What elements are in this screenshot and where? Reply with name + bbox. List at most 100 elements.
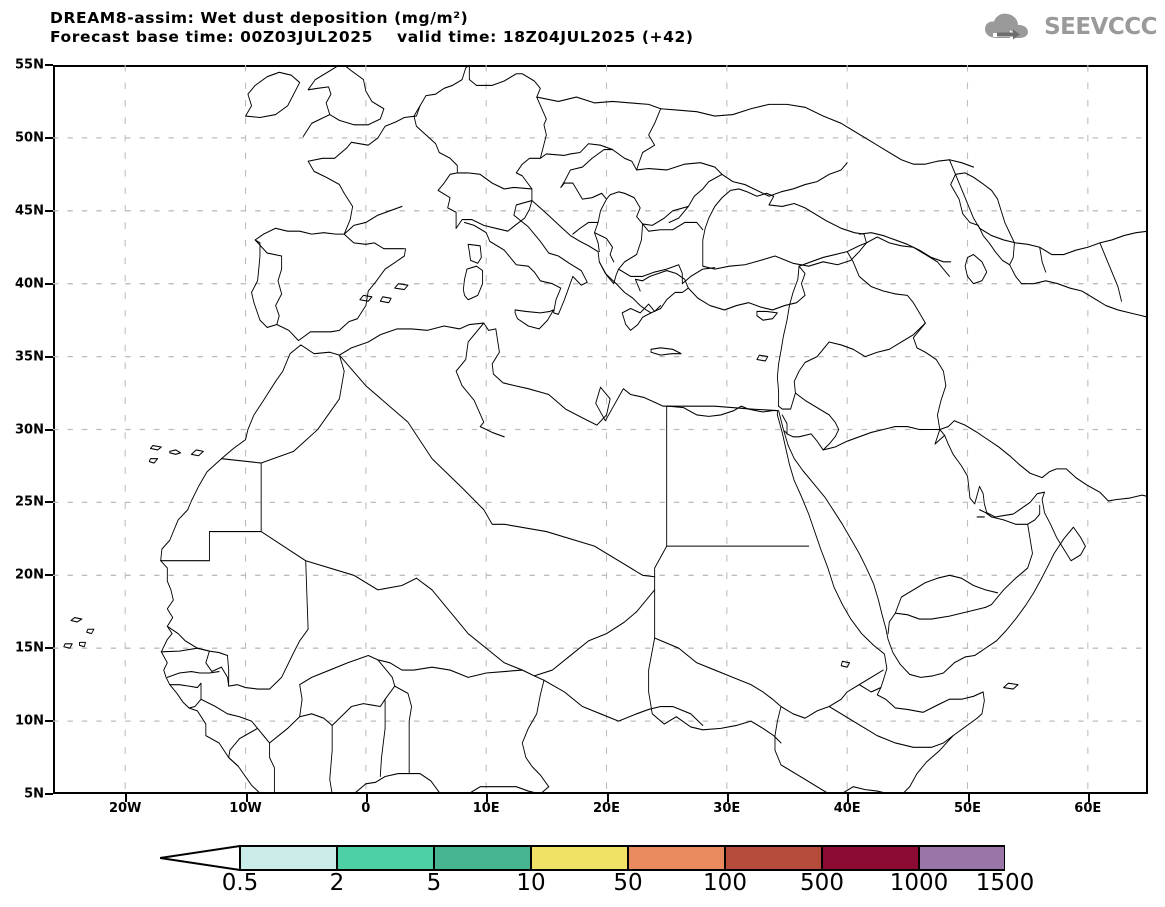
border-yemen-saudi bbox=[887, 606, 987, 635]
title-block: DREAM8-assim: Wet dust deposition (mg/m²… bbox=[50, 9, 950, 47]
map-geography bbox=[63, 65, 1148, 794]
colorbar-label-1: 2 bbox=[329, 870, 345, 896]
colorbar-bin-4 bbox=[627, 845, 726, 871]
border-macedonia-albania bbox=[598, 223, 644, 285]
tick-y-30n bbox=[45, 428, 53, 431]
border-sierra-leone bbox=[228, 727, 259, 767]
xlabel-20e: 20E bbox=[593, 801, 620, 816]
coast-iberia-south bbox=[253, 248, 407, 342]
colorbar-bin-1 bbox=[336, 845, 435, 871]
border-car-south-sudan bbox=[543, 679, 704, 727]
ylabel-30n: 30N bbox=[15, 422, 44, 437]
border-france-east bbox=[413, 105, 458, 229]
ylabel-40n: 40N bbox=[15, 276, 44, 292]
border-senegal-north bbox=[160, 647, 228, 657]
border-kuwait bbox=[934, 428, 946, 445]
socotra-island bbox=[1003, 682, 1019, 690]
border-spain-france bbox=[343, 233, 405, 250]
tick-y-15n bbox=[45, 647, 53, 650]
balearic-islands bbox=[359, 283, 409, 304]
logo-text: SEEVCCC bbox=[1044, 13, 1157, 40]
map-canvas bbox=[53, 65, 1148, 794]
coast-turkey-south bbox=[681, 265, 806, 311]
ylabel-10n: 10N bbox=[15, 713, 44, 729]
title-line-times: Forecast base time: 00Z03JUL2025 valid t… bbox=[50, 28, 694, 46]
border-algeria-libya bbox=[338, 354, 505, 525]
border-senegal-east bbox=[227, 654, 230, 687]
border-gambia-south bbox=[166, 670, 220, 678]
xlabel-30e: 30E bbox=[713, 801, 741, 816]
canary-islands bbox=[148, 444, 204, 464]
border-mali-algeria-east bbox=[305, 560, 417, 591]
border-chad-east bbox=[533, 589, 656, 677]
map-gridlines bbox=[53, 65, 1148, 794]
ylabel-20n: 20N bbox=[15, 567, 44, 583]
border-switzerland-austria-south bbox=[456, 172, 533, 190]
island-misc-east-med bbox=[756, 354, 769, 362]
border-cote-divoire bbox=[269, 713, 333, 794]
coast-balkans-adriatic bbox=[531, 200, 662, 331]
caspian-sea bbox=[950, 172, 1015, 266]
ylabel-25n: 25N bbox=[15, 494, 44, 510]
border-benin bbox=[384, 685, 413, 775]
colorbar-bin-3 bbox=[530, 845, 629, 871]
border-greece-north bbox=[618, 264, 683, 285]
border-uzbek-east bbox=[1099, 242, 1122, 302]
border-turkey-iran-iraq bbox=[798, 242, 937, 361]
tick-x-50e bbox=[967, 794, 970, 802]
border-germany-austria bbox=[468, 65, 547, 202]
colorbar-label-0: 0.5 bbox=[221, 870, 259, 896]
colorbar-label-4: 50 bbox=[613, 870, 643, 896]
border-guinea-liberia bbox=[200, 698, 275, 794]
border-portugal bbox=[254, 239, 283, 326]
colorbar-label-2: 5 bbox=[426, 870, 442, 896]
coast-levant bbox=[776, 265, 800, 407]
border-iraq-iran-south bbox=[935, 358, 947, 431]
colorbar-bin-0 bbox=[239, 845, 338, 871]
tick-y-50n bbox=[45, 136, 53, 139]
border-guinea-bissau bbox=[169, 682, 202, 709]
ylabel-45n: 45N bbox=[15, 203, 44, 219]
border-western-sahara bbox=[160, 458, 262, 562]
tick-x-60e bbox=[1087, 794, 1090, 802]
border-ghana-togo bbox=[331, 698, 386, 778]
xlabel-0: 0 bbox=[361, 801, 371, 816]
tick-y-25n bbox=[45, 501, 53, 504]
coast-ireland bbox=[245, 71, 301, 119]
tick-y-10n bbox=[45, 720, 53, 723]
coast-sardinia bbox=[462, 265, 484, 301]
border-oman-yemen bbox=[985, 523, 1033, 608]
border-nigeria-cameroon bbox=[521, 679, 550, 788]
ylabel-5n: 5N bbox=[24, 786, 44, 802]
coast-cyprus bbox=[756, 310, 778, 321]
tick-y-55n bbox=[45, 64, 53, 66]
border-turkmenistan-iran bbox=[1009, 264, 1148, 318]
border-benin-north bbox=[377, 659, 396, 687]
border-saudi-iraq bbox=[822, 426, 941, 451]
border-israel bbox=[778, 392, 796, 435]
border-yemen-oman bbox=[894, 574, 999, 614]
border-kazakhstan-south bbox=[949, 159, 1148, 256]
border-cameroon-south bbox=[449, 786, 550, 794]
tick-x-20e bbox=[606, 794, 609, 802]
border-morocco-algeria bbox=[260, 354, 345, 464]
coast-horn-africa bbox=[776, 414, 985, 794]
border-syria-iraq bbox=[793, 322, 926, 394]
black-sea bbox=[702, 188, 867, 270]
coast-west-africa bbox=[160, 651, 441, 794]
coast-corsica bbox=[467, 243, 482, 264]
cape-verde-islands bbox=[63, 617, 95, 649]
border-ethiopia-somalia bbox=[828, 705, 954, 748]
title-line-variable: DREAM8-assim: Wet dust deposition (mg/m²… bbox=[50, 9, 469, 27]
map-plot-area bbox=[45, 64, 1148, 802]
border-tunisia bbox=[455, 322, 505, 438]
border-uzbek-west bbox=[1039, 246, 1047, 273]
caspian-south-lobe bbox=[964, 253, 988, 285]
tick-x-10w bbox=[245, 794, 248, 802]
colorbar-bin-7 bbox=[918, 845, 1005, 871]
coast-crete bbox=[650, 347, 682, 356]
coast-north-africa bbox=[160, 322, 778, 653]
colorbar-swatches bbox=[160, 845, 1005, 871]
tick-y-20n bbox=[45, 574, 53, 577]
